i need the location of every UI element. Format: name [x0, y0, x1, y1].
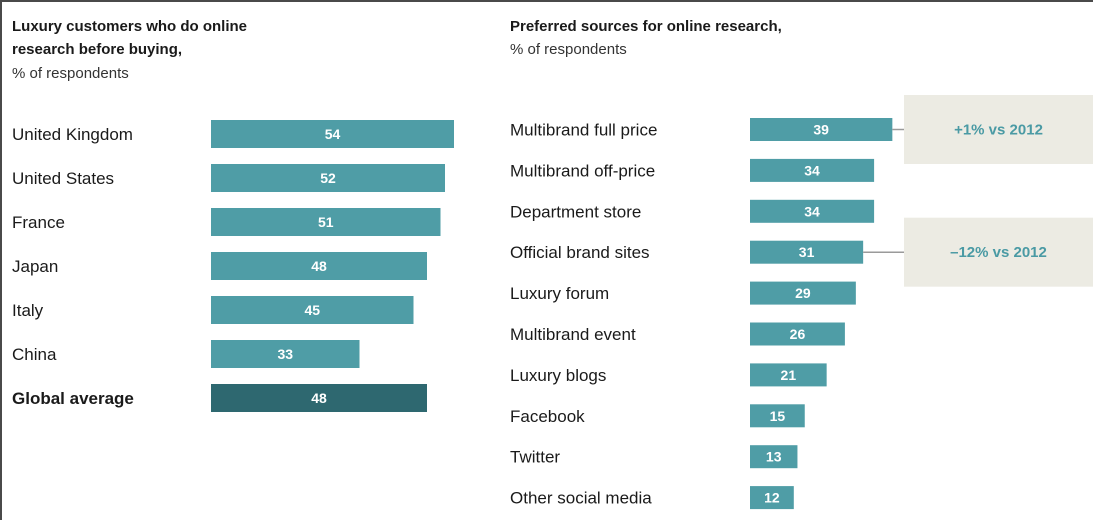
- annotation-group: +1% vs 2012 –12% vs 2012: [863, 95, 1093, 287]
- right-value-label-department-store: 34: [804, 203, 820, 219]
- annotation-text-2: –12% vs 2012: [950, 244, 1047, 261]
- right-category-label-luxury-blogs: Luxury blogs: [510, 366, 606, 385]
- left-category-label-italy: Italy: [12, 301, 44, 320]
- annotation-box-2: [904, 217, 1093, 287]
- left-bar-group: United Kingdom 54 United States 52 France 51 J…: [12, 120, 454, 412]
- right-category-label-multibrand-event: Multibrand event: [510, 325, 636, 344]
- right-bar-group: Multibrand full price 39 Multibrand off-pr…: [510, 118, 893, 510]
- left-category-label-global-average: Global average: [12, 389, 134, 408]
- right-bar-luxury-blogs: [750, 363, 827, 387]
- right-value-label-multibrand-off-price: 34: [804, 162, 820, 178]
- left-value-label-japan: 48: [311, 258, 327, 274]
- right-category-label-other-social-media: Other social media: [510, 489, 652, 508]
- right-value-label-multibrand-full-price: 39: [813, 122, 829, 138]
- left-value-label-italy: 45: [304, 302, 320, 318]
- left-value-label-china: 33: [277, 346, 293, 362]
- right-value-label-luxury-blogs: 21: [781, 367, 797, 383]
- right-bar-official-brand-sites: [750, 240, 864, 264]
- right-value-label-other-social-media: 12: [764, 490, 780, 506]
- left-category-label-china: China: [12, 345, 57, 364]
- left-bar-france: [211, 208, 441, 236]
- left-category-label-france: France: [12, 213, 65, 232]
- left-bar-china: [211, 340, 360, 368]
- right-category-label-multibrand-full-price: Multibrand full price: [510, 121, 657, 140]
- left-category-label-united-kingdom: United Kingdom: [12, 125, 133, 144]
- right-category-label-official-brand-sites: Official brand sites: [510, 243, 650, 262]
- right-chart-subtitle: % of respondents: [510, 41, 627, 58]
- right-category-label-luxury-forum: Luxury forum: [510, 284, 609, 303]
- right-value-label-facebook: 15: [770, 408, 786, 424]
- right-bar-twitter: [750, 445, 798, 469]
- right-bar-multibrand-full-price: [750, 118, 893, 141]
- left-bar-united-states: [211, 164, 445, 192]
- left-chart-title-line1: Luxury customers who do online: [12, 18, 247, 35]
- right-chart-title: Preferred sources for online research,: [510, 18, 782, 35]
- right-category-label-facebook: Facebook: [510, 407, 585, 426]
- right-bar-facebook: [750, 404, 805, 428]
- left-bar-united-kingdom: [211, 120, 454, 148]
- left-value-label-france: 51: [318, 214, 334, 230]
- left-value-label-united-kingdom: 54: [325, 126, 341, 142]
- left-category-label-japan: Japan: [12, 257, 58, 276]
- right-category-label-twitter: Twitter: [510, 448, 560, 467]
- right-value-label-luxury-forum: 29: [795, 285, 811, 301]
- right-value-label-official-brand-sites: 31: [799, 244, 815, 260]
- left-value-label-united-states: 52: [320, 170, 336, 186]
- right-bar-other-social-media: [750, 486, 794, 510]
- annotation-text-1: +1% vs 2012: [954, 122, 1043, 139]
- right-category-label-department-store: Department store: [510, 202, 641, 221]
- left-bar-italy: [211, 296, 414, 324]
- right-category-label-multibrand-off-price: Multibrand off-price: [510, 161, 655, 180]
- right-bar-multibrand-off-price: [750, 158, 875, 182]
- right-value-label-twitter: 13: [766, 449, 782, 465]
- left-category-label-united-states: United States: [12, 169, 114, 188]
- right-bar-multibrand-event: [750, 322, 845, 346]
- left-value-label-global-average: 48: [311, 390, 327, 406]
- right-bar-luxury-forum: [750, 281, 856, 305]
- left-chart-subtitle: % of respondents: [12, 65, 129, 82]
- left-bar-global-average: [211, 384, 427, 412]
- right-value-label-multibrand-event: 26: [790, 326, 806, 342]
- left-bar-japan: [211, 252, 427, 280]
- right-bar-department-store: [750, 199, 875, 223]
- annotation-box-1: [904, 95, 1093, 164]
- left-chart-title-line2: research before buying,: [12, 41, 182, 58]
